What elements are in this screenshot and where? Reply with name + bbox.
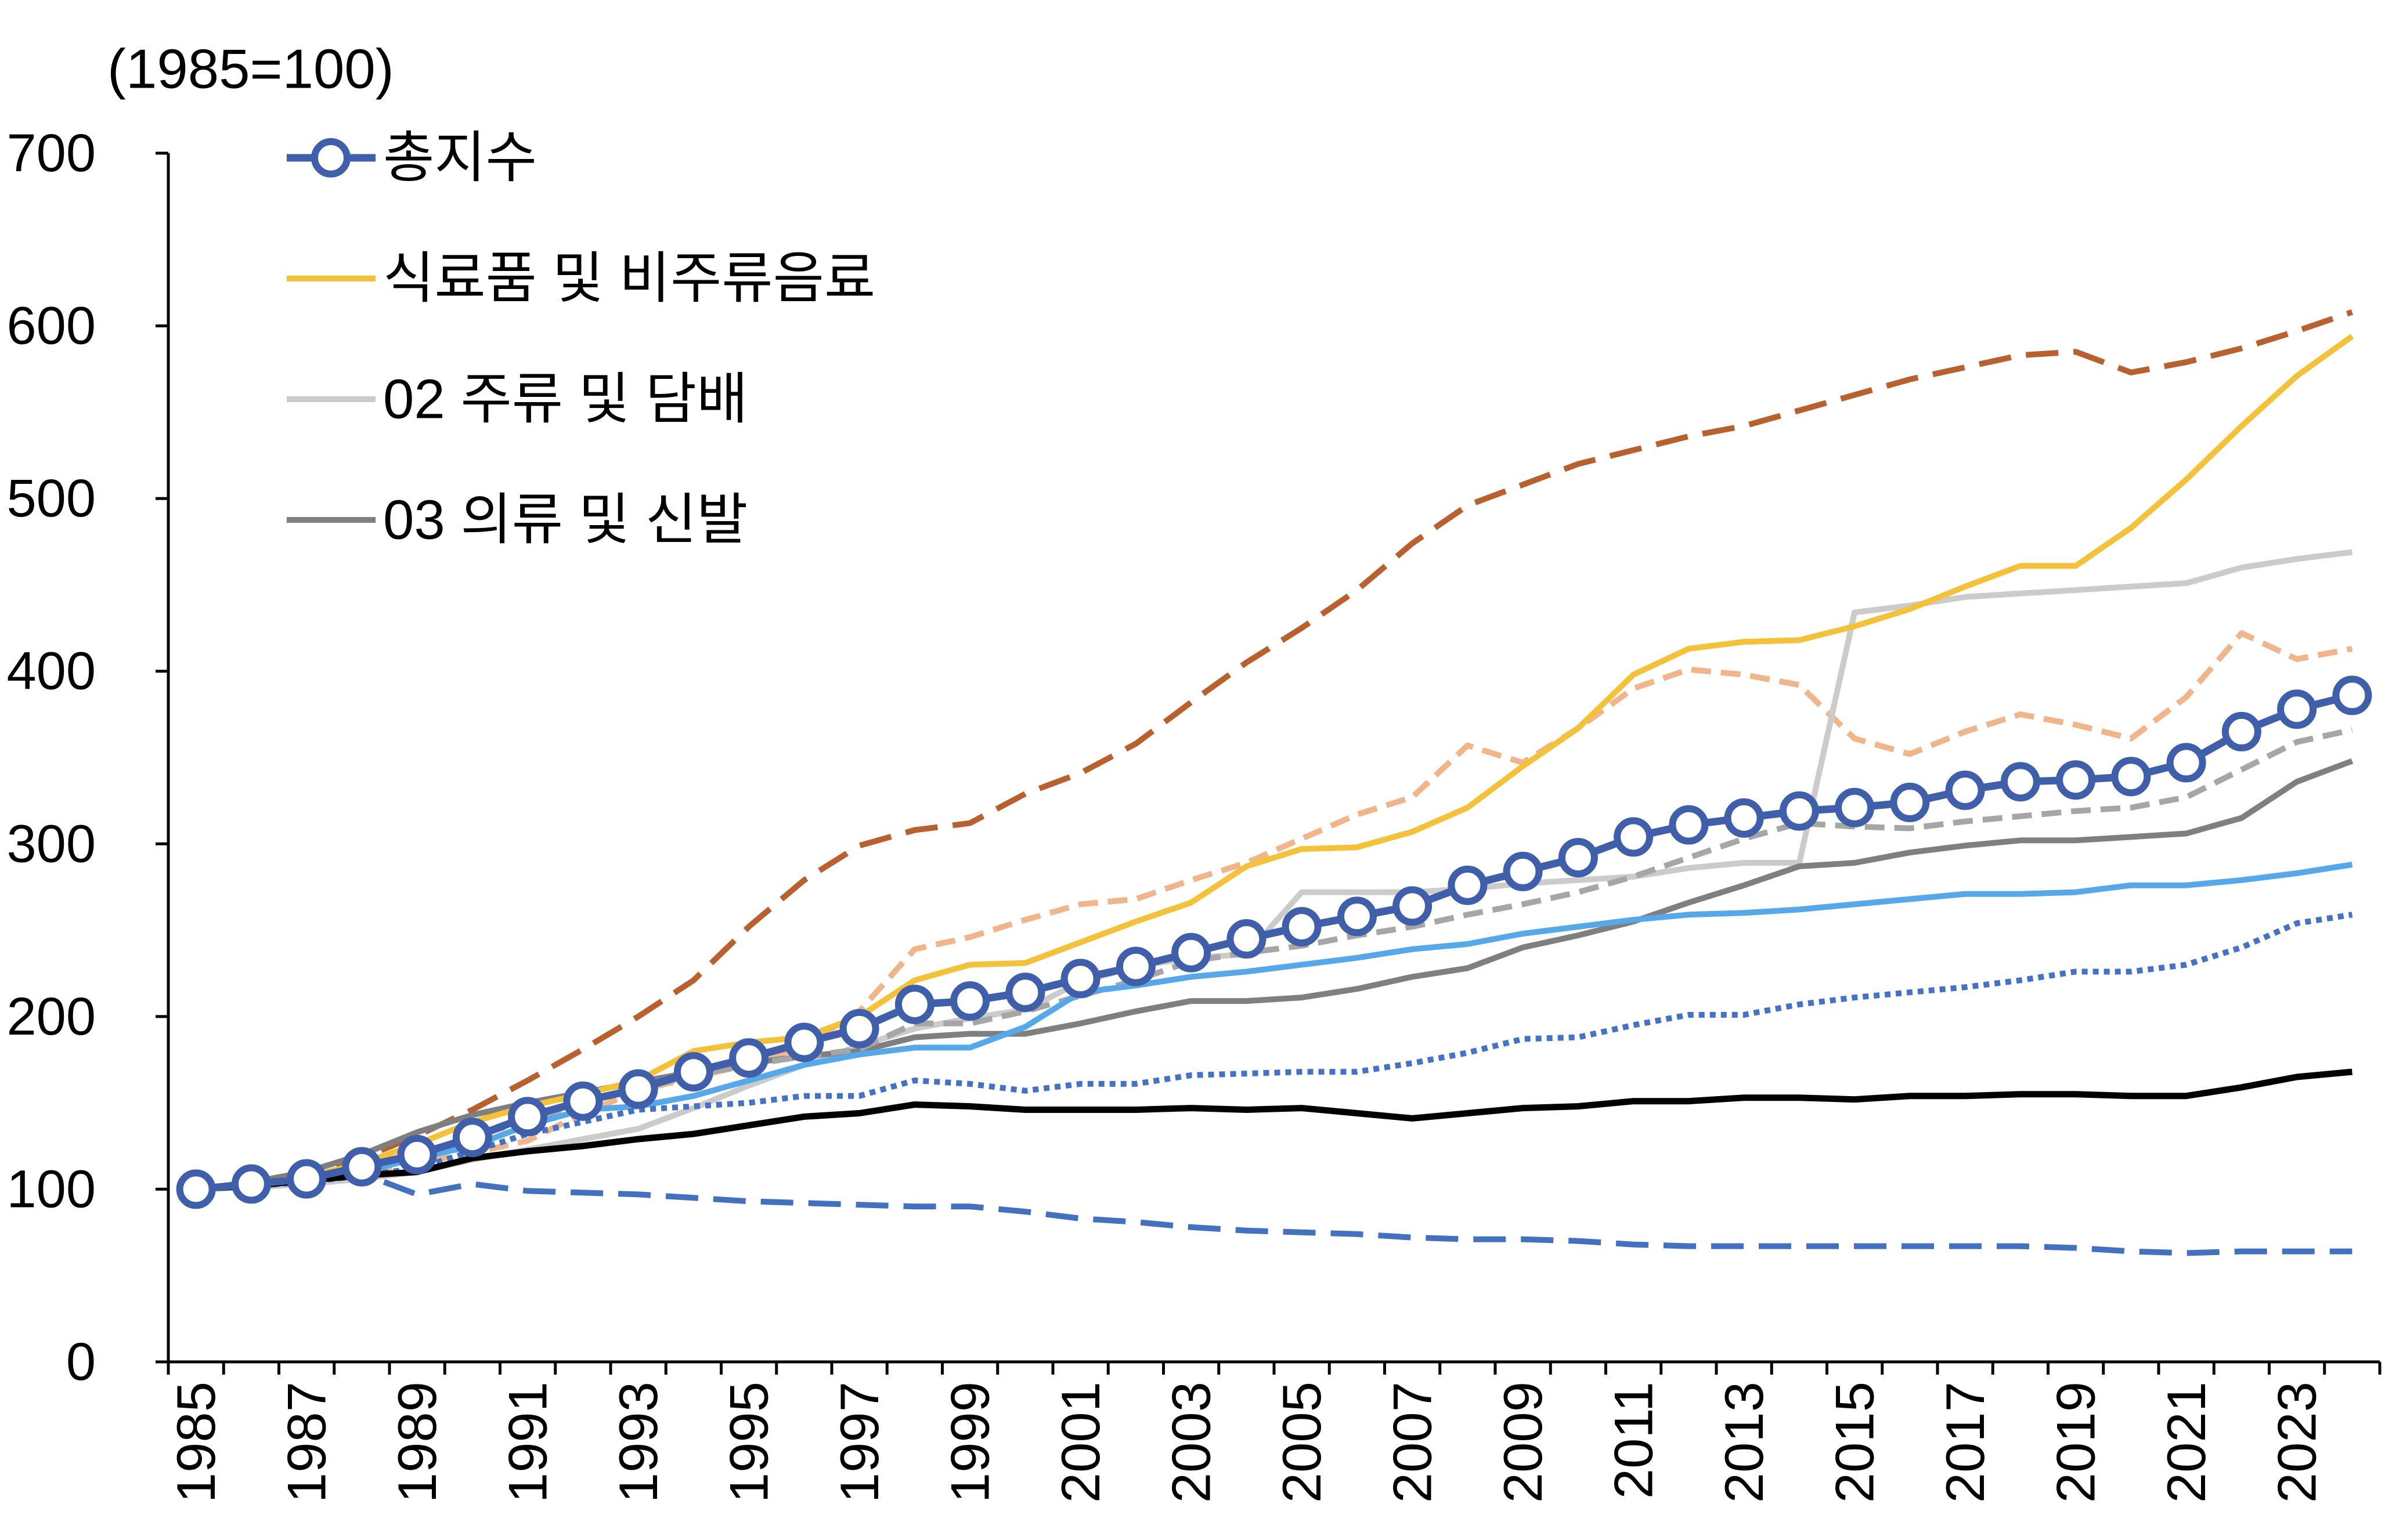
- legend-label: 02 주류 및 담배: [383, 368, 748, 431]
- total-index-marker: [1005, 973, 1045, 1013]
- y-tick-label: 0: [66, 1332, 96, 1391]
- total-index-marker: [2332, 675, 2372, 715]
- total-index-marker: [1448, 865, 1488, 905]
- x-tick-label: 1997: [829, 1382, 890, 1503]
- x-tick-label: 2001: [1050, 1382, 1111, 1503]
- total-index-marker: [2111, 757, 2151, 797]
- x-tick-label: 1995: [719, 1382, 780, 1503]
- x-tick-label: 1985: [165, 1382, 226, 1503]
- total-index-marker: [1060, 959, 1101, 999]
- plot-area: [176, 309, 2372, 1256]
- series-line-brown-long-dash: [196, 309, 2354, 1192]
- legend-item: 총지수: [287, 127, 537, 189]
- total-index-marker: [1116, 946, 1156, 986]
- x-tick-label: 2023: [2267, 1382, 2328, 1503]
- x-tick-label: 2007: [1382, 1382, 1443, 1503]
- total-index-marker: [1558, 838, 1598, 878]
- series-line-blue-dotted: [196, 912, 2353, 1192]
- y-tick-label: 700: [7, 124, 96, 183]
- total-index-marker: [2277, 689, 2317, 729]
- total-index-marker: [2221, 711, 2261, 751]
- axes: 0 100 200 300 400 500 600 700 1985 1987 1989 1991 19…: [7, 124, 2382, 1503]
- x-tick-label: 1991: [497, 1382, 558, 1503]
- y-tick-label: 300: [7, 814, 96, 873]
- total-index-marker: [839, 1008, 879, 1049]
- legend-item: 02 주류 및 담배: [287, 368, 748, 431]
- x-tick-label: 1993: [608, 1382, 669, 1503]
- total-index-marker: [176, 1169, 216, 1209]
- total-index-marker: [950, 981, 990, 1021]
- x-tick-label: 1989: [387, 1382, 448, 1503]
- x-tick-label: 1999: [940, 1382, 1001, 1503]
- series-line-blue-long-dash: [196, 1170, 2353, 1256]
- series-line-light-blue: [196, 862, 2353, 1192]
- y-tick-label: 400: [7, 642, 96, 701]
- total-index-marker: [1226, 919, 1267, 959]
- legend-label: 총지수: [383, 127, 537, 189]
- total-index-marker: [287, 1159, 327, 1199]
- total-index-marker: [1614, 817, 1654, 857]
- total-index-marker: [1724, 798, 1764, 838]
- legend-item: 03 의류 및 신발: [287, 489, 748, 551]
- total-index-marker: [1890, 782, 1930, 822]
- total-index-marker: [1171, 932, 1211, 973]
- x-tick-label: 2019: [2045, 1382, 2106, 1503]
- y-tick-label: 600: [7, 297, 96, 356]
- total-index-marker: [784, 1022, 824, 1062]
- total-index-marker: [1669, 805, 1709, 845]
- total-index-marker: [1779, 791, 1819, 831]
- total-index-marker: [563, 1081, 603, 1121]
- series-line-total-index: [195, 692, 2353, 1193]
- total-index-marker: [618, 1069, 658, 1109]
- total-index-marker: [397, 1134, 437, 1174]
- x-tick-label: 2013: [1713, 1382, 1774, 1503]
- y-axis-unit-label: (1985=100): [107, 38, 394, 100]
- total-index-marker: [894, 985, 934, 1024]
- legend-marker: [311, 138, 351, 178]
- total-index-marker: [729, 1038, 769, 1078]
- total-index-marker: [1835, 787, 1875, 827]
- total-index-marker: [508, 1097, 548, 1137]
- total-index-marker: [2056, 760, 2096, 800]
- x-tick-label: 2015: [1824, 1382, 1885, 1503]
- total-index-marker: [673, 1052, 713, 1092]
- total-index-marker: [342, 1147, 382, 1187]
- total-index-marker: [1282, 907, 1322, 947]
- x-tick-label: 2005: [1271, 1382, 1332, 1503]
- x-tick-label: 2017: [1935, 1382, 1996, 1503]
- series-line-alcohol-tobacco: [196, 549, 2353, 1192]
- total-index-marker: [2166, 743, 2206, 783]
- x-tick-label: 2011: [1603, 1382, 1664, 1499]
- y-tick-label: 200: [7, 987, 96, 1046]
- total-index-markers: [176, 675, 2372, 1209]
- y-tick-label: 100: [7, 1159, 96, 1219]
- total-index-marker: [1503, 851, 1543, 891]
- x-tick-label: 1987: [276, 1382, 337, 1503]
- total-index-marker: [452, 1118, 492, 1158]
- total-index-marker: [1337, 896, 1377, 937]
- total-index-marker: [1945, 771, 1985, 810]
- total-index-marker: [2000, 762, 2040, 802]
- legend-label: 03 의류 및 신발: [383, 489, 748, 551]
- legend-label: 식료품 및 비주류음료: [383, 248, 875, 310]
- x-tick-label: 2009: [1492, 1382, 1553, 1503]
- x-tick-label: 2021: [2156, 1382, 2217, 1503]
- y-tick-label: 500: [7, 469, 96, 528]
- series-line-black: [196, 1068, 2353, 1192]
- legend-item: 식료품 및 비주류음료: [287, 248, 875, 310]
- total-index-marker: [231, 1164, 271, 1204]
- total-index-marker: [1392, 886, 1433, 926]
- series-line-food-beverages: [196, 334, 2354, 1192]
- x-tick-label: 2003: [1161, 1382, 1222, 1503]
